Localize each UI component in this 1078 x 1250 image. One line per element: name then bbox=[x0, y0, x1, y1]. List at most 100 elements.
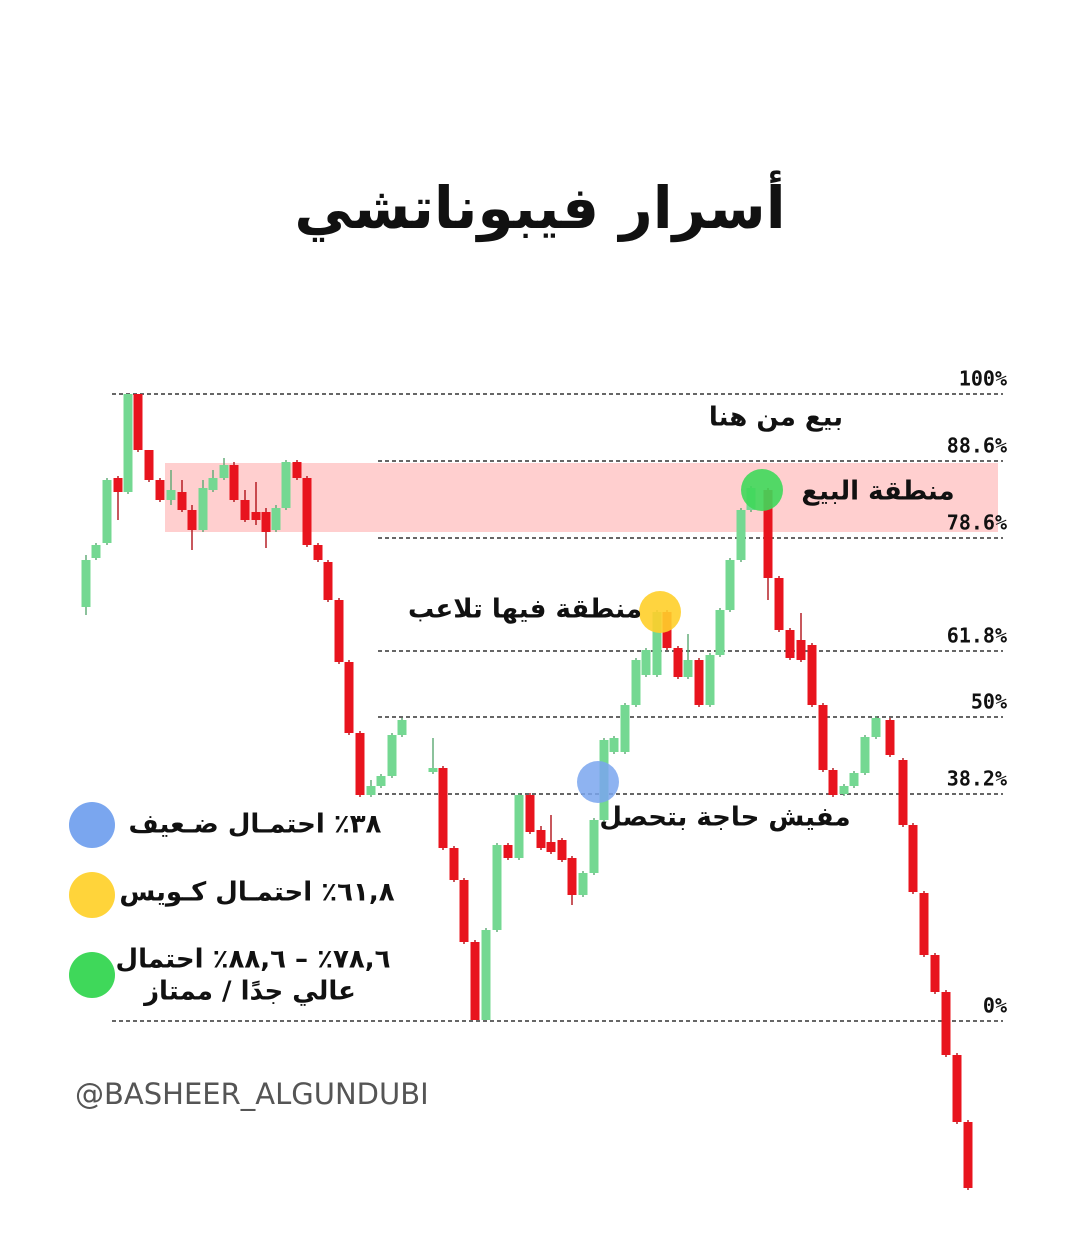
candle-body bbox=[428, 768, 438, 772]
legend-text: ٦١,٨٪ احتمـال كـويس bbox=[119, 878, 394, 908]
candle-body bbox=[525, 795, 535, 832]
annotation: منطقة البيع bbox=[801, 477, 954, 507]
fib-label: 88.6% bbox=[947, 434, 1007, 458]
candle-body bbox=[323, 562, 333, 600]
fib-label: 78.6% bbox=[947, 511, 1007, 535]
annotation: مفيش حاجة بتحصل bbox=[599, 803, 850, 833]
candle-body bbox=[113, 478, 123, 492]
yellow-marker bbox=[639, 591, 681, 633]
candle-body bbox=[774, 578, 784, 630]
candle-body bbox=[397, 720, 407, 735]
candle-body bbox=[919, 893, 929, 955]
candle-body bbox=[785, 630, 795, 658]
candle-body bbox=[930, 955, 940, 992]
candle-body bbox=[536, 830, 546, 848]
candle-body bbox=[155, 480, 165, 500]
candle-body bbox=[941, 992, 951, 1055]
candle-body bbox=[796, 640, 806, 660]
candle-body bbox=[355, 733, 365, 795]
candle-body bbox=[91, 545, 101, 558]
candle-body bbox=[514, 795, 524, 858]
candle-body bbox=[641, 650, 651, 675]
candle-body bbox=[470, 942, 480, 1020]
candle-body bbox=[302, 478, 312, 545]
candle-body bbox=[818, 705, 828, 770]
candle-body bbox=[694, 660, 704, 705]
candle-body bbox=[229, 465, 239, 500]
candle-body bbox=[144, 450, 154, 480]
candle-body bbox=[963, 1122, 973, 1188]
legend-dot bbox=[69, 952, 115, 998]
candle-body bbox=[609, 738, 619, 752]
candle-body bbox=[589, 820, 599, 873]
candle-body bbox=[546, 842, 556, 852]
watermark: @BASHEER_ALGUNDUBI bbox=[75, 1077, 429, 1111]
candle-body bbox=[839, 786, 849, 794]
candle-body bbox=[459, 880, 469, 942]
candle-body bbox=[438, 768, 448, 848]
candle-body bbox=[673, 648, 683, 677]
candle-body bbox=[503, 845, 513, 858]
candles bbox=[81, 394, 973, 1190]
legend-text: ٣٨٪ احتمـال ضـعيف bbox=[129, 810, 382, 840]
candle-body bbox=[102, 480, 112, 543]
candle-body bbox=[240, 500, 250, 520]
legend-dot bbox=[69, 802, 115, 848]
candle-body bbox=[952, 1055, 962, 1122]
candle-body bbox=[81, 560, 91, 607]
candle-body bbox=[133, 394, 143, 450]
candle-body bbox=[705, 655, 715, 705]
candle-body bbox=[344, 662, 354, 733]
candle-body bbox=[807, 645, 817, 705]
fib-label: 38.2% bbox=[947, 767, 1007, 791]
candle-body bbox=[366, 786, 376, 795]
candle-body bbox=[219, 465, 229, 478]
candle-body bbox=[860, 737, 870, 773]
candle-body bbox=[908, 825, 918, 892]
candle-body bbox=[492, 845, 502, 930]
candle-body bbox=[567, 858, 577, 895]
legend-text: ٧٨,٦٪ – ٨٨,٦٪ احتمال bbox=[116, 945, 391, 975]
annotation: منطقة فيها تلاعب bbox=[408, 595, 642, 625]
candle-body bbox=[177, 492, 187, 510]
legend-dot bbox=[69, 872, 115, 918]
candle-body bbox=[198, 488, 208, 530]
candle-body bbox=[208, 478, 218, 490]
candle-body bbox=[725, 560, 735, 610]
candle-body bbox=[261, 512, 271, 532]
candle-body bbox=[898, 760, 908, 825]
candle-body bbox=[251, 512, 261, 520]
candle-body bbox=[387, 735, 397, 776]
candle-body bbox=[292, 462, 302, 478]
candle-body bbox=[763, 490, 773, 578]
candle-body bbox=[166, 490, 176, 500]
candle-body bbox=[313, 545, 323, 560]
candle-body bbox=[736, 510, 746, 560]
candle-body bbox=[449, 848, 459, 880]
annotation: بيع من هنا bbox=[709, 403, 843, 433]
candle-body bbox=[715, 610, 725, 655]
candle-body bbox=[683, 660, 693, 677]
candle-body bbox=[271, 508, 281, 530]
fib-label: 0% bbox=[983, 994, 1007, 1018]
candle-body bbox=[481, 930, 491, 1020]
candle-body bbox=[849, 773, 859, 786]
candle-body bbox=[620, 705, 630, 752]
fib-label: 61.8% bbox=[947, 624, 1007, 648]
candle-body bbox=[885, 720, 895, 755]
fib-label: 50% bbox=[971, 690, 1007, 714]
candle-body bbox=[578, 873, 588, 895]
title: أسرار فيبوناتشي bbox=[294, 170, 785, 243]
candle-body bbox=[334, 600, 344, 662]
candle-body bbox=[281, 462, 291, 508]
blue-marker bbox=[577, 761, 619, 803]
candle-body bbox=[557, 840, 567, 860]
candle-body bbox=[187, 510, 197, 530]
fib-label: 100% bbox=[959, 367, 1007, 391]
candle-body bbox=[123, 394, 133, 492]
green-marker bbox=[741, 469, 783, 511]
candle-body bbox=[828, 770, 838, 795]
candle-body bbox=[871, 718, 881, 737]
